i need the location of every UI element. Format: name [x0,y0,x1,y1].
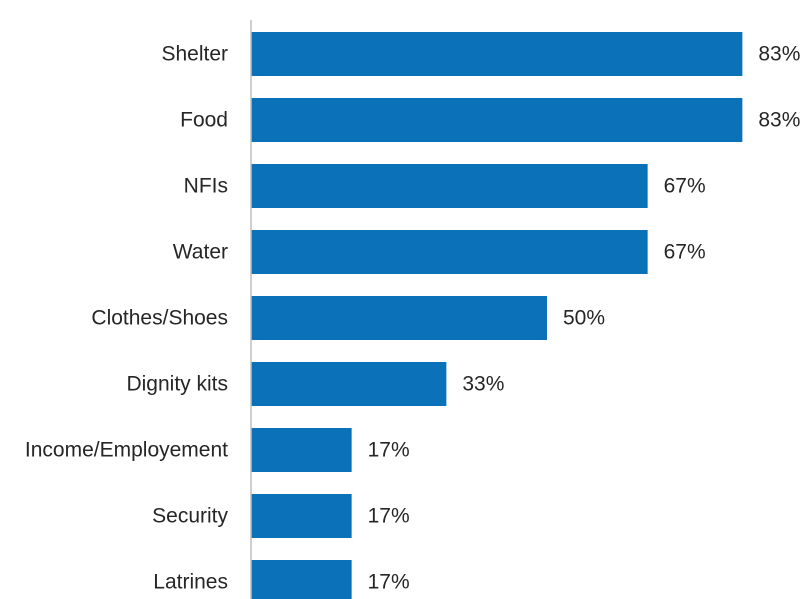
value-label: 17% [368,505,410,528]
category-labels-group: Shelter Food NFIs Water Clothes/Shoes Dignity… [25,43,229,594]
category-label: Dignity kits [126,373,228,396]
bar-4 [251,296,547,340]
bar-7 [251,494,352,538]
bar-2 [251,164,648,208]
value-label: 67% [664,175,706,198]
category-label: Water [173,241,228,264]
category-label: Latrines [153,571,228,594]
bar-3 [251,230,648,274]
value-label: 17% [368,439,410,462]
value-label: 83% [758,43,800,66]
value-label: 67% [664,241,706,264]
bar-6 [251,428,352,472]
category-label: Shelter [161,43,228,66]
value-label: 50% [563,307,605,330]
category-label: Income/Employement [25,439,228,462]
value-label: 33% [462,373,504,396]
bar-8 [251,560,352,599]
bar-5 [251,362,447,406]
bar-1 [251,98,743,142]
category-label: Clothes/Shoes [91,307,228,330]
bar-0 [251,32,743,76]
bars-group [251,32,743,599]
value-labels-group: 83% 83% 67% 67% 50% 33% 17% 17% 17% [368,43,801,594]
category-label: Security [152,505,228,528]
value-label: 17% [368,571,410,594]
category-label: NFIs [184,175,228,198]
category-label: Food [180,109,228,132]
value-label: 83% [758,109,800,132]
